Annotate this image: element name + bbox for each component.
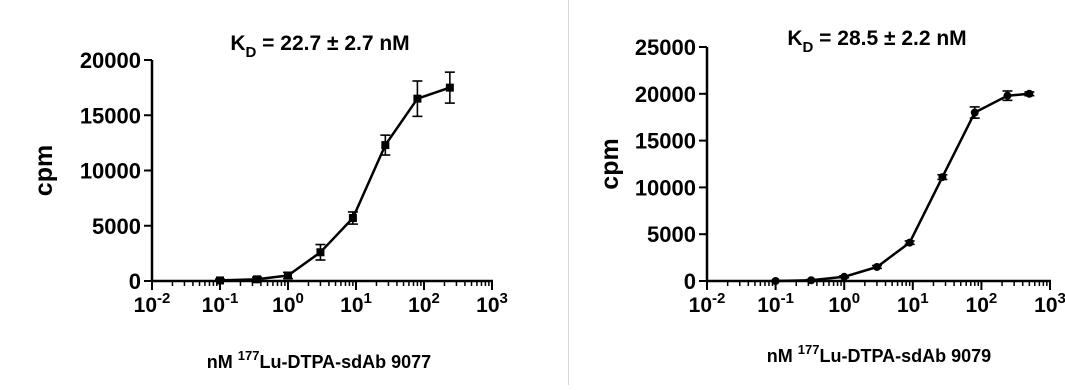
x-tick-label-base: 10	[134, 294, 157, 317]
chart-title: KD = 22.7 ± 2.7 nM	[230, 32, 409, 61]
x-tick-label: 10-2	[689, 290, 726, 317]
chart-title: KD = 28.5 ± 2.2 nM	[787, 27, 966, 56]
y-tick-label: 5000	[92, 214, 141, 239]
y-tick-label: 10000	[80, 159, 141, 184]
x-tick-label-exponent: 3	[500, 290, 508, 307]
data-point	[807, 276, 816, 285]
x-tick-label-base: 10	[966, 294, 989, 317]
chart-title-subscript: D	[802, 39, 813, 56]
x-tick-label-exponent: -1	[225, 290, 238, 307]
y-tick-label: 15000	[80, 103, 141, 128]
data-point	[1003, 91, 1012, 100]
data-point	[771, 277, 780, 285]
series-line	[775, 92, 1030, 283]
x-tick-label: 10-1	[757, 290, 794, 317]
chart-title-rest: = 28.5 ± 2.2 nM	[813, 27, 966, 50]
data-point	[348, 214, 357, 223]
x-axis-label-prefix: nM	[207, 352, 238, 372]
y-tick-label: 5000	[647, 222, 696, 247]
x-tick-label: 10-1	[202, 290, 239, 317]
x-tick-label-base: 10	[1034, 294, 1057, 317]
x-tick-label-exponent: 3	[1058, 290, 1065, 307]
x-axis-label-prefix: nM	[767, 346, 798, 366]
x-tick-label: 101	[340, 290, 372, 317]
x-tick-label-base: 10	[757, 294, 780, 317]
x-tick-label-exponent: -2	[157, 290, 170, 307]
x-tick-label: 102	[966, 290, 998, 317]
chart-title-main: K	[787, 27, 802, 50]
x-tick-label: 100	[272, 290, 304, 317]
x-tick-label: 101	[897, 290, 929, 317]
x-tick-label-exponent: 0	[296, 290, 304, 307]
x-tick-label: 103	[476, 290, 508, 317]
binding-curve-chart-9077: 10-2 10-1 100 101 102 10305000100001500020000…	[30, 32, 508, 372]
x-tick-label-base: 10	[202, 294, 225, 317]
y-tick-label: 10000	[635, 175, 696, 200]
x-tick-label-exponent: 0	[852, 290, 860, 307]
x-tick-label-base: 10	[408, 294, 431, 317]
data-point	[1025, 89, 1034, 98]
x-tick-label-exponent: -1	[781, 290, 794, 307]
x-tick-label-exponent: 1	[920, 290, 928, 307]
data-point	[316, 248, 325, 257]
x-axis-label: nM 177Lu-DTPA-sdAb 9079	[767, 342, 991, 366]
x-tick-label: 100	[828, 290, 860, 317]
x-tick-label-base: 10	[897, 294, 920, 317]
data-point	[938, 173, 947, 182]
x-tick-label: 10-2	[134, 290, 171, 317]
y-tick-label: 20000	[635, 82, 696, 107]
data-point	[252, 275, 261, 284]
data-point	[381, 141, 390, 150]
data-point	[905, 238, 914, 247]
data-point	[284, 271, 292, 280]
panel-divider	[568, 0, 569, 385]
series-line	[219, 86, 451, 282]
data-point	[445, 83, 454, 92]
binding-curve-chart-9079: 10-2 10-1 100 101 102 10305000100001500020000…	[596, 27, 1065, 366]
y-axis-label: cpm	[30, 145, 58, 196]
x-axis-label-rest: Lu-DTPA-sdAb 9077	[260, 352, 432, 372]
x-axis-label-superscript: 177	[238, 348, 260, 363]
y-axis-label: cpm	[596, 138, 624, 189]
x-tick-label-base: 10	[828, 294, 851, 317]
x-axis-label-rest: Lu-DTPA-sdAb 9079	[820, 346, 992, 366]
x-axis-label: nM 177Lu-DTPA-sdAb 9077	[207, 348, 431, 372]
x-tick-label-base: 10	[689, 294, 712, 317]
x-tick-label-exponent: -2	[712, 290, 725, 307]
x-tick-label-exponent: 2	[989, 290, 997, 307]
data-point	[413, 94, 422, 103]
y-tick-label: 15000	[635, 129, 696, 154]
x-tick-label: 102	[408, 290, 440, 317]
data-point	[840, 272, 849, 281]
data-point	[216, 276, 224, 285]
chart-panel-left: 10-2 10-1 100 101 102 103 0 5000 10000 15000 20000…	[30, 32, 508, 372]
y-tick-label: 0	[684, 269, 696, 294]
y-tick-label: 20000	[80, 48, 141, 73]
y-tick-label: 0	[129, 269, 141, 294]
x-tick-label: 103	[1034, 290, 1065, 317]
x-tick-label-base: 10	[272, 294, 295, 317]
chart-title-subscript: D	[245, 44, 256, 61]
x-tick-label-exponent: 2	[432, 290, 440, 307]
chart-title-rest: = 22.7 ± 2.7 nM	[256, 32, 409, 55]
x-tick-label-base: 10	[340, 294, 363, 317]
x-tick-label-exponent: 1	[364, 290, 372, 307]
x-axis-label-superscript: 177	[798, 342, 820, 357]
chart-title-main: K	[230, 32, 245, 55]
data-point	[872, 262, 881, 271]
x-tick-label-base: 10	[476, 294, 499, 317]
data-point	[970, 108, 979, 117]
y-tick-label: 25000	[635, 35, 696, 60]
chart-panel-right: 10-2 10-1 100 101 102 103 0 5000 10000 15000 20000…	[572, 0, 1065, 390]
